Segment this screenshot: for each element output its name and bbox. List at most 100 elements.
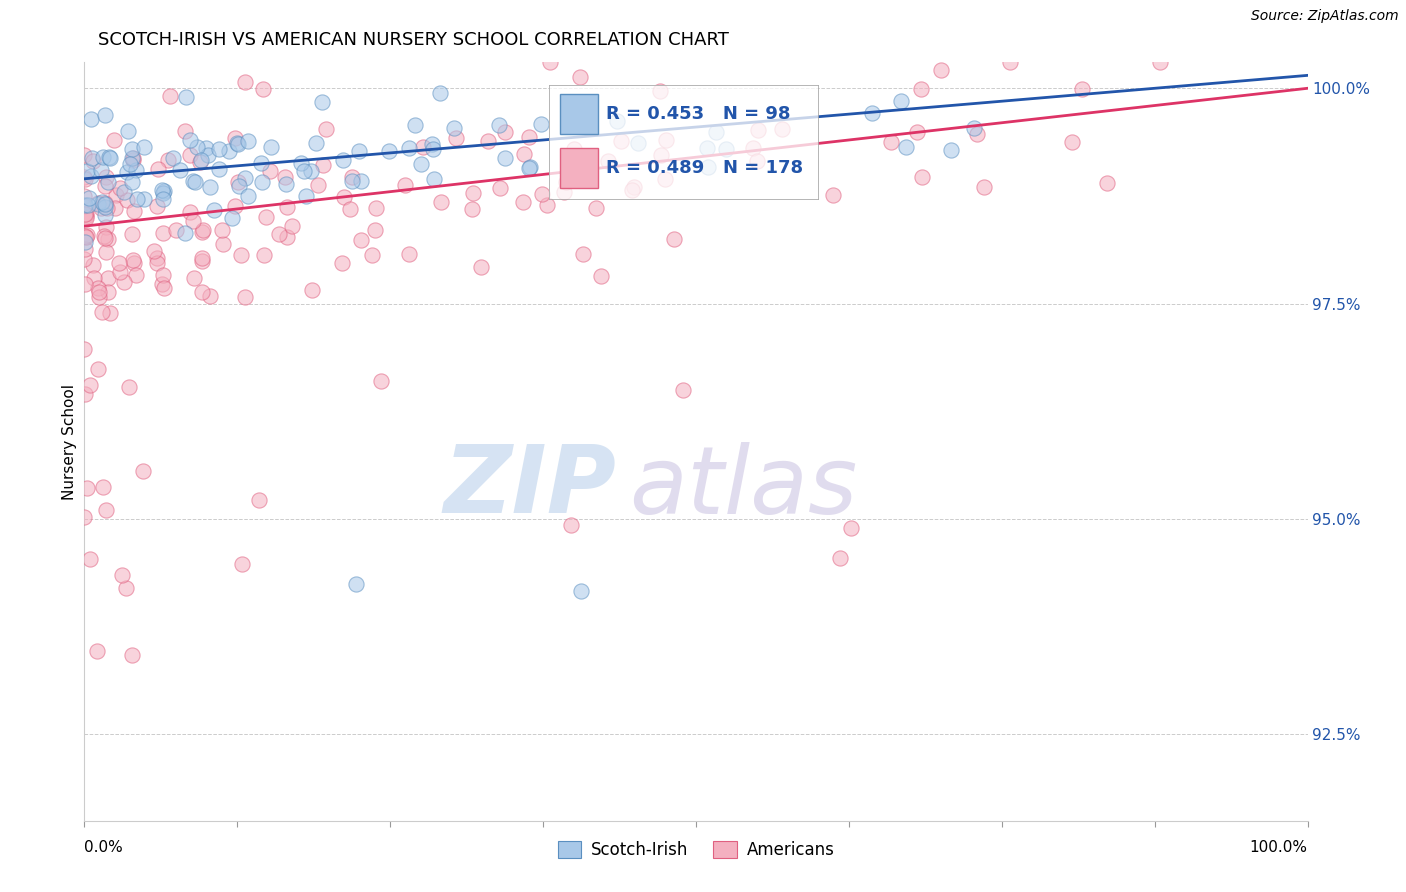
Point: [747, 153, 769, 168]
Point: [146, 256, 169, 270]
Point: [153, 281, 176, 295]
Point: [150, 277, 173, 291]
Point: [569, 70, 592, 84]
Point: [77, 191, 100, 205]
Point: [443, 120, 465, 135]
Point: [174, 124, 197, 138]
Point: [191, 285, 214, 299]
Point: [292, 163, 315, 178]
Point: [260, 140, 283, 154]
Point: [378, 144, 401, 158]
Point: [90, 162, 112, 177]
Point: [627, 136, 650, 151]
Point: [152, 268, 174, 282]
Point: [655, 132, 678, 146]
Text: Source: ZipAtlas.com: Source: ZipAtlas.com: [1251, 9, 1399, 23]
Point: [929, 62, 952, 77]
Point: [75, 198, 97, 212]
Point: [650, 148, 672, 162]
Point: [344, 577, 367, 591]
Point: [94, 196, 117, 211]
Point: [770, 122, 793, 136]
Text: ZIP: ZIP: [443, 441, 616, 533]
Point: [672, 383, 695, 397]
Point: [332, 190, 354, 204]
Point: [747, 123, 769, 137]
Point: [910, 81, 932, 95]
Point: [96, 503, 118, 517]
Point: [839, 521, 862, 535]
Point: [905, 125, 928, 139]
Point: [94, 201, 117, 215]
Point: [73, 235, 96, 250]
Point: [233, 171, 256, 186]
Point: [93, 480, 115, 494]
Point: [89, 290, 111, 304]
Point: [564, 96, 586, 111]
Point: [73, 207, 96, 221]
Point: [830, 551, 852, 566]
Point: [94, 108, 117, 122]
Point: [73, 510, 96, 524]
Point: [117, 124, 139, 138]
Point: [143, 244, 166, 259]
Point: [517, 161, 540, 175]
Point: [276, 230, 298, 244]
Point: [267, 227, 290, 242]
Point: [121, 142, 143, 156]
Point: [184, 175, 207, 189]
Point: [538, 55, 561, 70]
Point: [90, 201, 112, 215]
Point: [494, 151, 516, 165]
Point: [76, 227, 98, 242]
Point: [112, 275, 135, 289]
Point: [108, 265, 131, 279]
Point: [860, 106, 883, 120]
Point: [276, 200, 298, 214]
Point: [97, 270, 120, 285]
Point: [98, 150, 121, 164]
Point: [157, 153, 180, 167]
Point: [648, 84, 671, 98]
Point: [100, 151, 122, 165]
Point: [585, 202, 607, 216]
Point: [294, 188, 316, 202]
Point: [87, 362, 110, 376]
Point: [191, 251, 214, 265]
Point: [236, 188, 259, 202]
Point: [82, 258, 104, 272]
Point: [973, 180, 995, 194]
Point: [96, 244, 118, 259]
Point: [477, 134, 499, 148]
Y-axis label: Nursery School: Nursery School: [62, 384, 77, 500]
Point: [235, 75, 257, 89]
Point: [567, 167, 589, 181]
Point: [517, 129, 540, 144]
Point: [1149, 55, 1171, 70]
Point: [94, 208, 117, 222]
Point: [531, 186, 554, 201]
Point: [108, 181, 131, 195]
Point: [146, 251, 169, 265]
Point: [307, 178, 329, 193]
Point: [224, 130, 246, 145]
Point: [76, 482, 98, 496]
Point: [555, 175, 578, 189]
Point: [115, 164, 138, 178]
Point: [463, 186, 485, 200]
Point: [162, 151, 184, 165]
Point: [696, 160, 718, 174]
Point: [304, 136, 326, 150]
Point: [122, 204, 145, 219]
Point: [105, 187, 128, 202]
Point: [422, 142, 444, 156]
Point: [562, 143, 585, 157]
Point: [662, 232, 685, 246]
Point: [281, 219, 304, 234]
Point: [124, 256, 146, 270]
Point: [146, 162, 169, 177]
Point: [103, 133, 125, 147]
Point: [621, 183, 644, 197]
Point: [191, 254, 214, 268]
Point: [145, 199, 167, 213]
